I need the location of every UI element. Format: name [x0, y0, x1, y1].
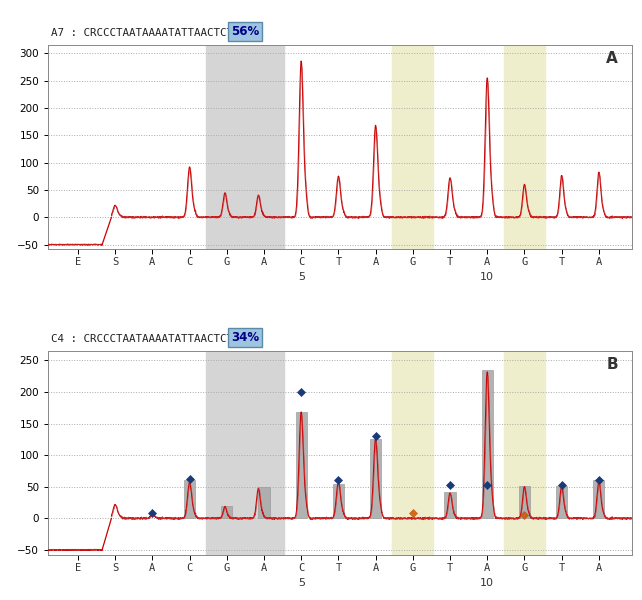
Bar	[258, 487, 270, 518]
Text: C4 : CRCCCTAATAAAATATTAACTCTTCAT: C4 : CRCCCTAATAAAATATTAACTCTTCAT	[51, 334, 259, 344]
Bar	[184, 481, 195, 518]
Text: 5: 5	[298, 578, 305, 589]
Text: 34%: 34%	[231, 331, 259, 344]
Bar	[482, 370, 493, 518]
Bar	[221, 506, 232, 518]
Bar	[392, 45, 433, 249]
Text: B: B	[606, 357, 618, 372]
Text: A: A	[606, 51, 618, 66]
Bar	[392, 351, 433, 555]
Bar	[295, 412, 307, 518]
Text: 10: 10	[480, 578, 494, 589]
Bar	[593, 481, 605, 518]
Text: 56%: 56%	[231, 25, 259, 38]
Bar	[444, 492, 456, 518]
Bar	[206, 351, 284, 555]
Bar	[370, 439, 381, 518]
Bar	[504, 351, 545, 555]
Bar	[504, 45, 545, 249]
Bar	[519, 485, 530, 518]
Text: 5: 5	[298, 272, 305, 283]
Text: 10: 10	[480, 272, 494, 283]
Bar	[556, 485, 568, 518]
Bar	[206, 45, 284, 249]
Bar	[333, 484, 344, 518]
Text: A7 : CRCCCTAATAAAATATTAACTCTTCAT: A7 : CRCCCTAATAAAATATTAACTCTTCAT	[51, 28, 259, 38]
